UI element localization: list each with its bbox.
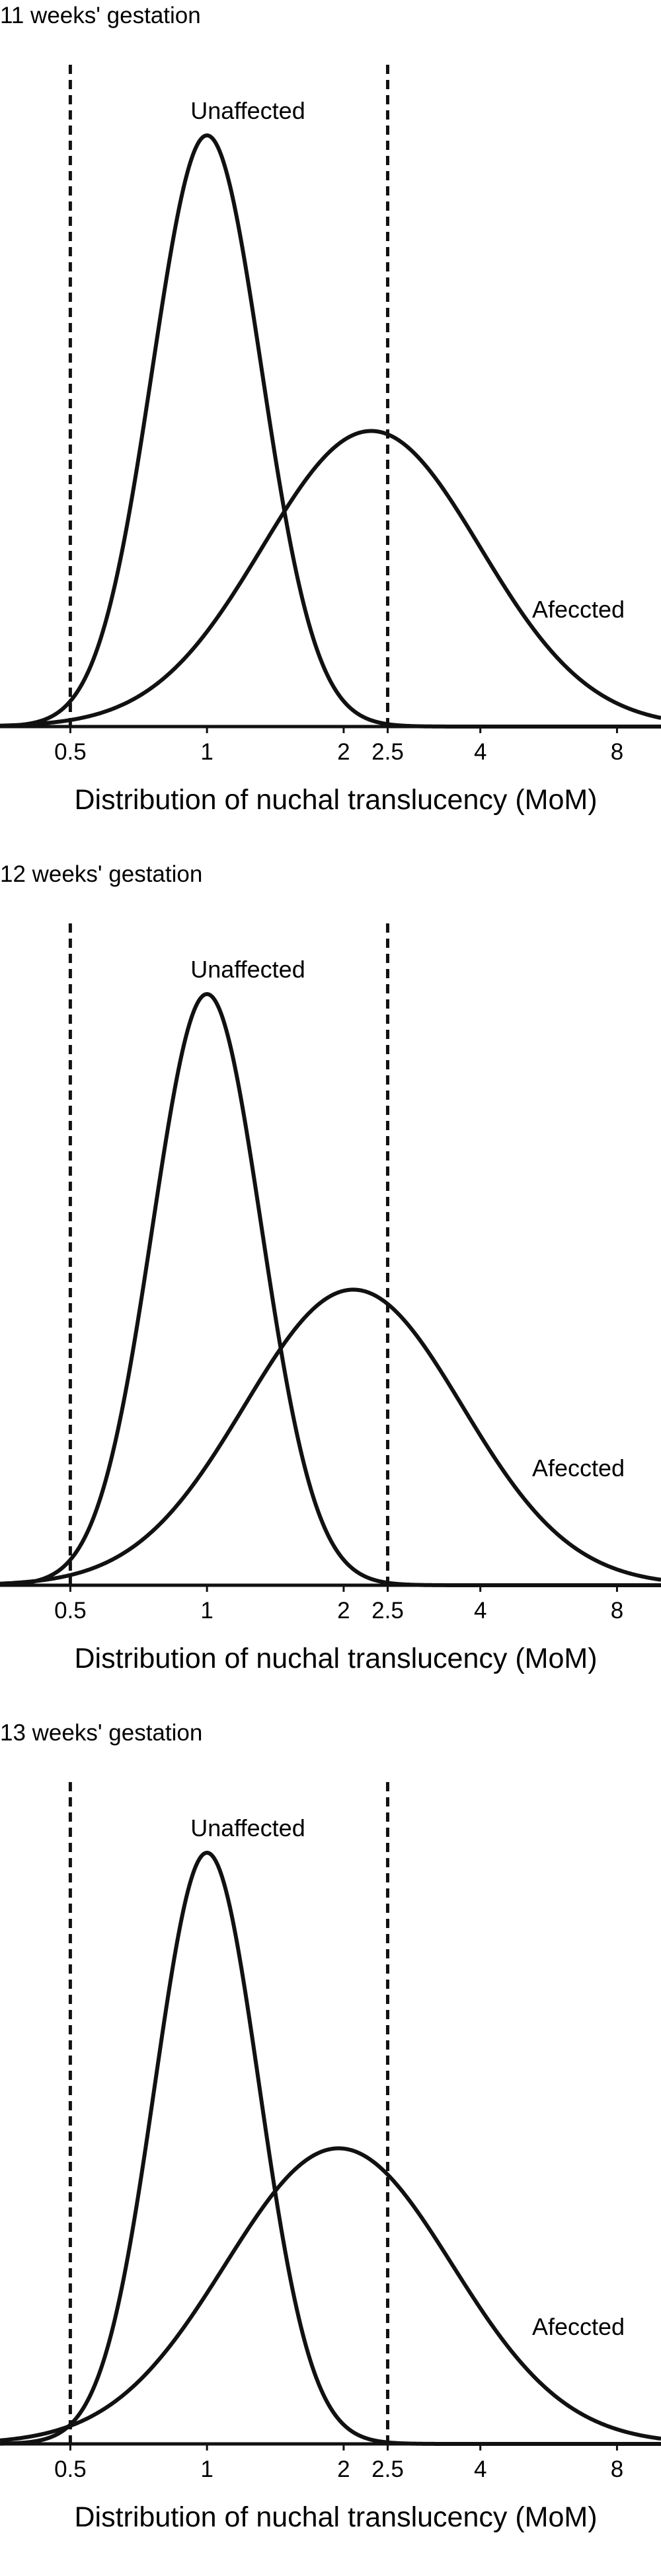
chart-panel-2: 12 weeks' gestation 0.5 1 2 2.5 4 8 Distributio… <box>0 859 661 1717</box>
unaffected-label: Unaffected <box>190 956 305 983</box>
x-tick-label: 8 <box>611 2456 623 2482</box>
x-tick-label: 2 <box>337 739 350 765</box>
x-tick-label: 2 <box>337 1598 350 1624</box>
x-tick-label: 4 <box>474 2456 486 2482</box>
chart-title: 13 weeks' gestation <box>0 1720 202 1746</box>
affected-curve <box>0 1287 661 1586</box>
affected-label: Afeccted <box>532 2313 625 2340</box>
affected-label: Afeccted <box>532 1454 625 1482</box>
chart-svg: 13 weeks' gestation 0.5 1 2 2.5 4 8 Distributio… <box>0 1720 661 2533</box>
x-axis-title: Distribution of nuchal translucency (MoM… <box>74 2501 597 2533</box>
x-tick-label: 2.5 <box>371 2456 404 2482</box>
x-axis-title: Distribution of nuchal translucency (MoM… <box>74 784 597 816</box>
chart-panel-3: 13 weeks' gestation 0.5 1 2 2.5 4 8 Distributio… <box>0 1717 661 2576</box>
chart-title: 11 weeks' gestation <box>0 3 201 28</box>
chart-svg: 12 weeks' gestation 0.5 1 2 2.5 4 8 Distributio… <box>0 861 661 1674</box>
x-tick-label: 2.5 <box>371 739 404 765</box>
unaffected-curve <box>0 992 661 1587</box>
x-tick-label: 0.5 <box>54 2456 87 2482</box>
chart-panel-1: 11 weeks' gestation 0.5 1 2 2.5 4 8 Distributio… <box>0 0 661 859</box>
x-tick-label: 1 <box>200 739 213 765</box>
chart-title: 12 weeks' gestation <box>0 861 202 887</box>
x-tick-label: 1 <box>200 1598 213 1624</box>
unaffected-label: Unaffected <box>190 1814 305 1842</box>
unaffected-curve <box>0 133 661 729</box>
x-axis-title: Distribution of nuchal translucency (MoM… <box>74 1643 597 1674</box>
x-tick-label: 2 <box>337 2456 350 2482</box>
x-tick-label: 1 <box>200 2456 213 2482</box>
unaffected-label: Unaffected <box>190 97 305 124</box>
x-tick-label: 0.5 <box>54 1598 87 1624</box>
x-tick-label: 2.5 <box>371 1598 404 1624</box>
affected-label: Afeccted <box>532 596 625 623</box>
x-tick-label: 0.5 <box>54 739 87 765</box>
chart-svg: 11 weeks' gestation 0.5 1 2 2.5 4 8 Distributio… <box>0 3 661 816</box>
x-tick-label: 4 <box>474 739 486 765</box>
affected-curve <box>0 429 661 728</box>
unaffected-curve <box>0 1851 661 2446</box>
x-tick-label: 4 <box>474 1598 486 1624</box>
affected-curve <box>0 2146 661 2443</box>
x-tick-label: 8 <box>611 739 623 765</box>
x-tick-label: 8 <box>611 1598 623 1624</box>
